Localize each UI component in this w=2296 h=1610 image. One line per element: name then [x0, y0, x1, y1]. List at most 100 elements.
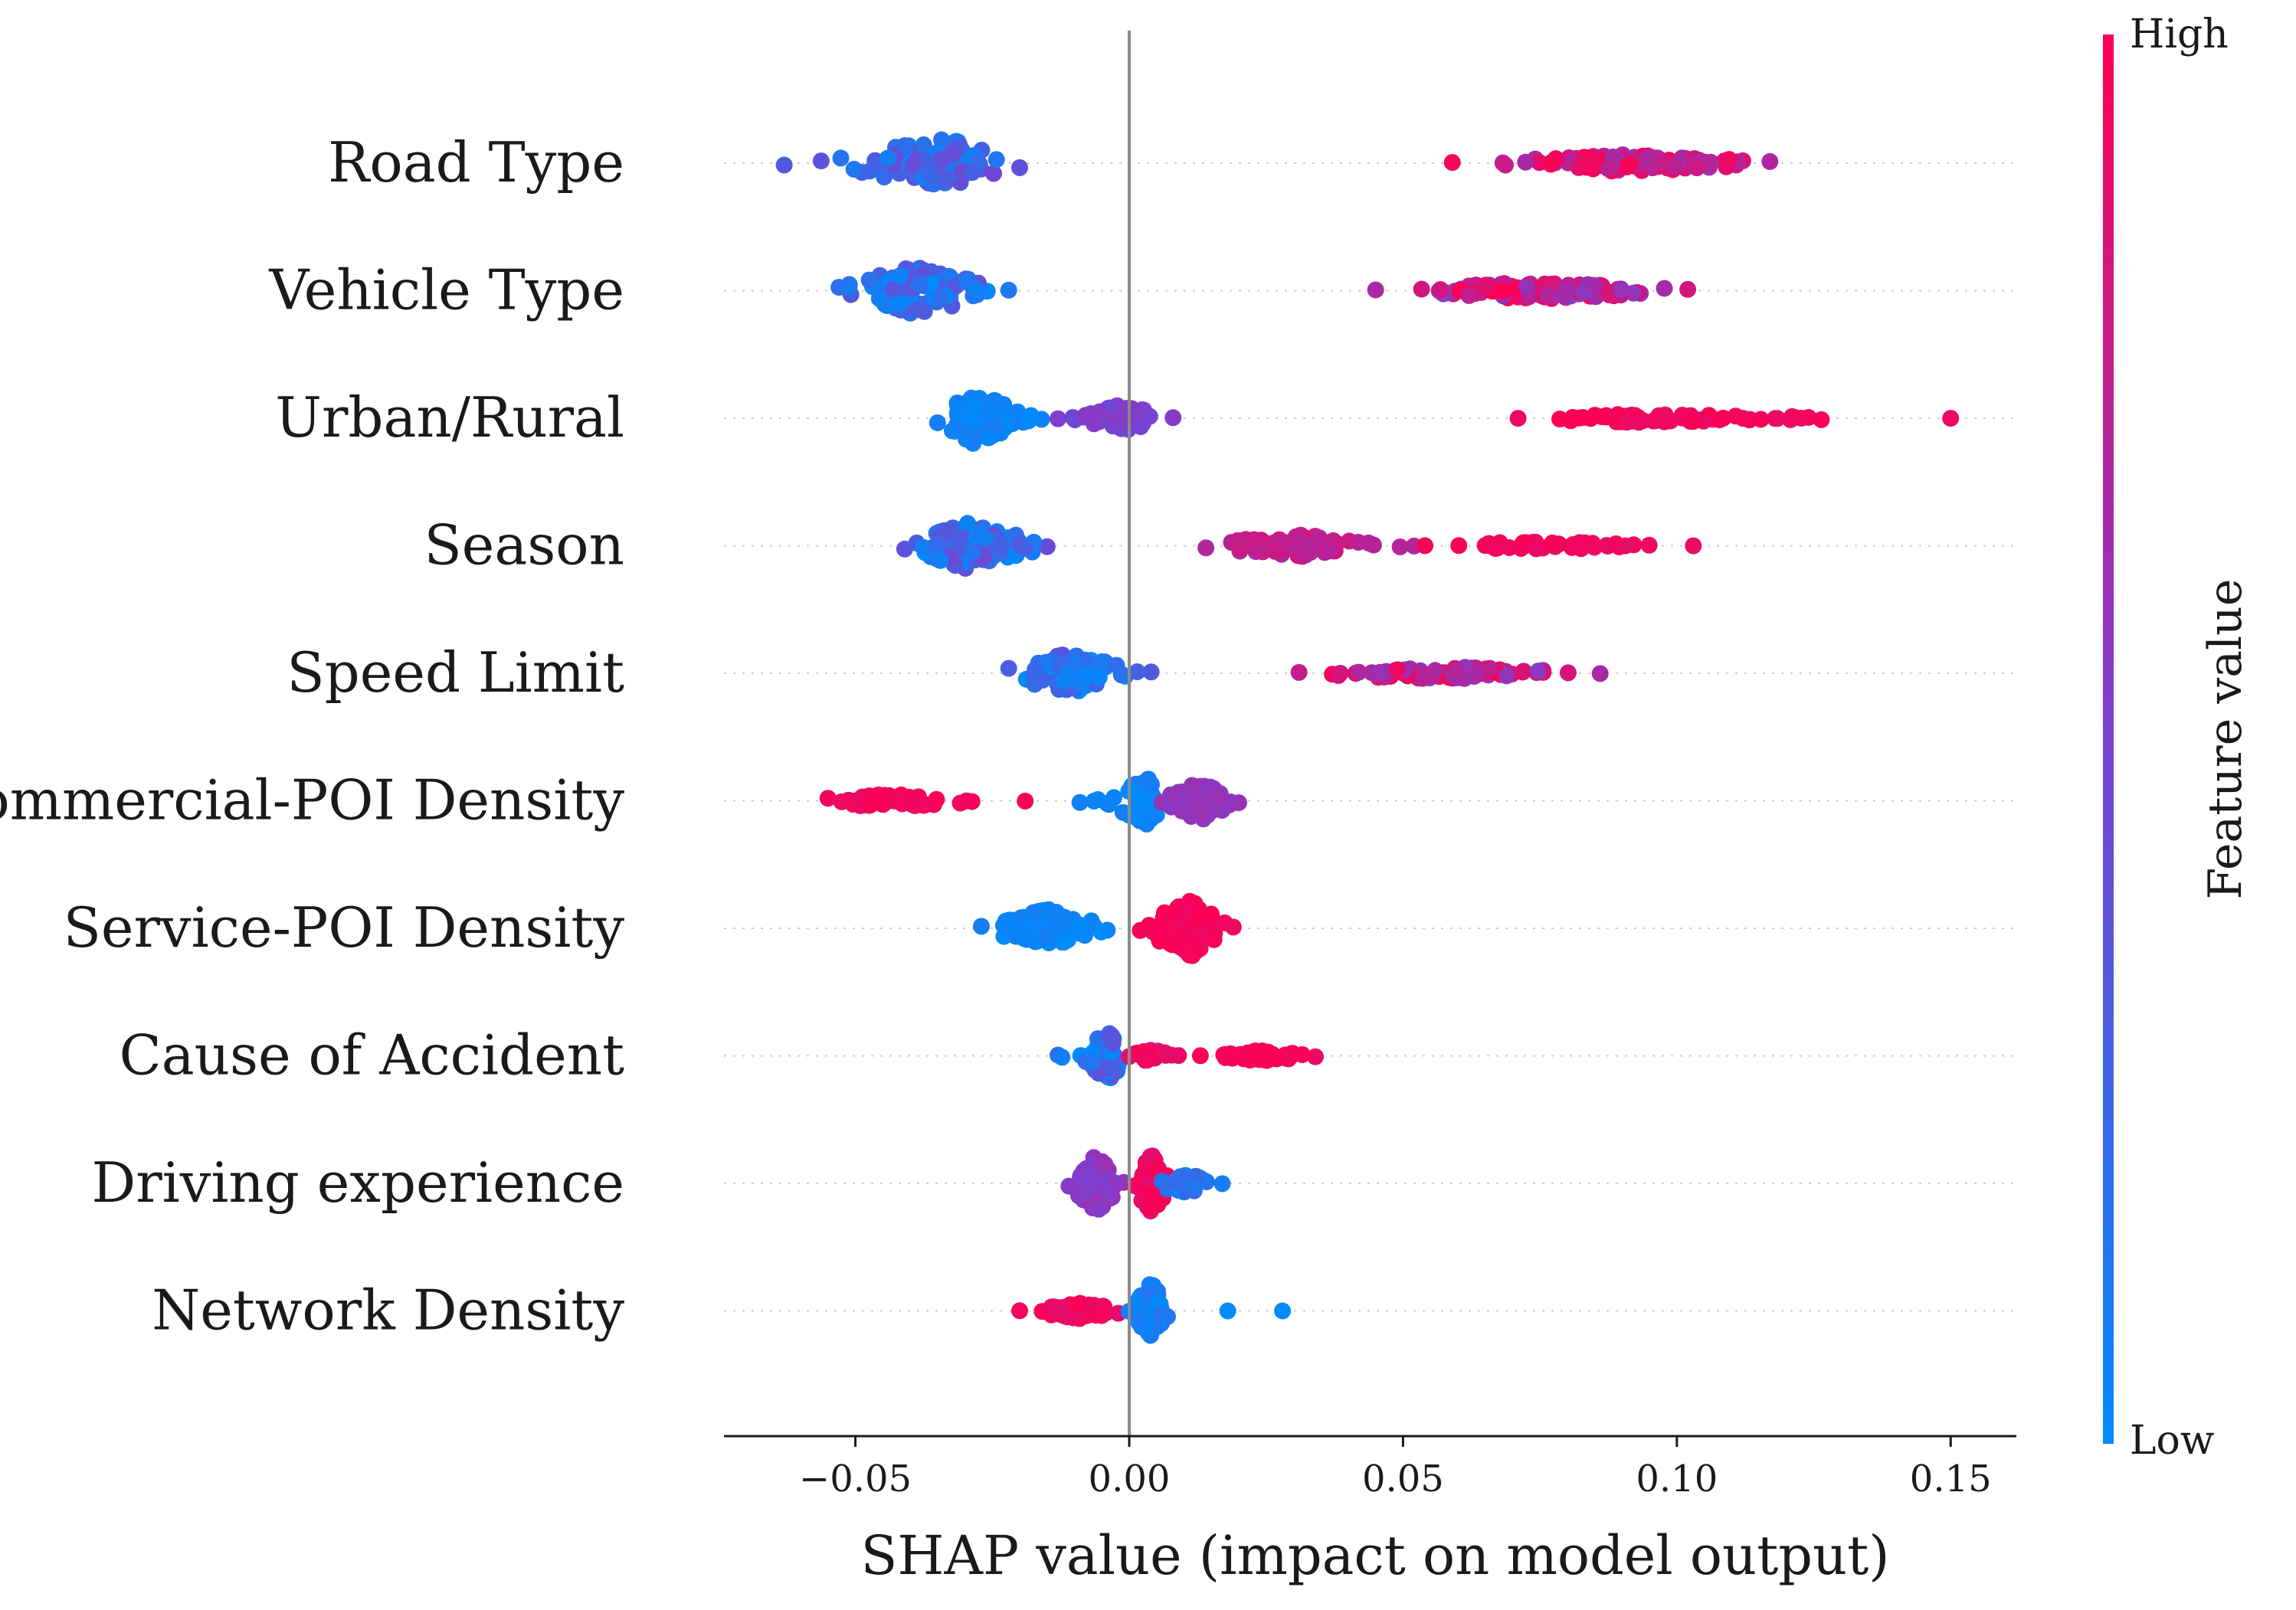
shap-point: [1149, 1196, 1167, 1213]
shap-point: [1530, 663, 1548, 680]
shap-point: [1544, 534, 1561, 551]
shap-point: [1460, 286, 1478, 304]
colorbar-gradient: [2103, 34, 2114, 1444]
shap-point: [1715, 409, 1732, 427]
shap-point: [1090, 669, 1108, 686]
shap-point: [1151, 1306, 1169, 1324]
shap-point: [1813, 411, 1830, 428]
shap-point: [1184, 1178, 1202, 1196]
shap-point: [893, 795, 911, 813]
shap-point: [1192, 908, 1210, 925]
shap-point: [1000, 281, 1017, 299]
shap-point: [1216, 914, 1233, 931]
shap-point: [1071, 794, 1089, 811]
shap-point: [1093, 1307, 1110, 1324]
shap-point: [1688, 159, 1705, 177]
shap-point: [1191, 805, 1208, 822]
shap-point: [1092, 923, 1110, 941]
shap-point: [1205, 931, 1223, 948]
feature-label: Vehicle Type: [268, 258, 624, 322]
shap-point: [1123, 783, 1141, 800]
feature-label: Season: [424, 513, 624, 578]
shap-point: [1077, 666, 1095, 684]
shap-point: [896, 137, 914, 155]
shap-point: [1450, 537, 1468, 555]
shap-point: [1163, 924, 1181, 942]
shap-point: [1038, 538, 1056, 555]
shap-point: [819, 790, 837, 807]
shap-point: [1942, 410, 1960, 427]
feature-label: Service-POI Density: [64, 895, 625, 960]
shap-point: [904, 157, 922, 175]
shap-point: [860, 271, 878, 289]
shap-point: [1094, 1171, 1112, 1189]
shap-point: [1156, 904, 1173, 921]
shap-point: [982, 403, 1000, 420]
shap-point: [1017, 929, 1035, 947]
shap-point: [1093, 1153, 1111, 1170]
shap-point: [1413, 280, 1430, 298]
shap-point: [1171, 1168, 1189, 1186]
shap-point: [1026, 904, 1043, 921]
feature-labels: Road Type Vehicle Type Urban/Rural Season Sp…: [0, 130, 624, 1343]
shap-point: [1630, 414, 1648, 431]
shap-point: [812, 152, 830, 170]
shap-point: [1020, 412, 1037, 430]
shap-point: [980, 429, 997, 447]
x-tick-label: 0.15: [1910, 1458, 1992, 1500]
shap-point: [1209, 790, 1227, 807]
feature-label: Urban/Rural: [275, 385, 624, 450]
shap-point: [1127, 809, 1145, 826]
x-ticks: −0.05 0.00 0.05 0.10 0.15: [799, 1436, 1992, 1500]
shap-point: [1487, 540, 1505, 558]
shap-point: [1164, 409, 1182, 427]
shap-point: [879, 149, 897, 167]
shap-point: [1059, 665, 1076, 682]
shap-point: [1443, 154, 1461, 172]
shap-point: [1108, 656, 1125, 674]
shap-point: [1133, 1192, 1151, 1209]
shap-point: [1559, 664, 1577, 682]
shap-point: [964, 543, 981, 561]
x-tick-label: 0.10: [1636, 1458, 1718, 1500]
shap-point: [1600, 160, 1617, 178]
shap-point: [1135, 1049, 1152, 1067]
shap-point: [1449, 666, 1467, 682]
x-tick-label: 0.05: [1362, 1458, 1444, 1500]
shap-point: [1656, 406, 1674, 424]
shap-point: [1616, 537, 1634, 555]
shap-point: [877, 791, 895, 809]
shap-point: [1325, 532, 1342, 549]
shap-point: [1656, 280, 1673, 297]
shap-point: [1468, 666, 1485, 683]
shap-point: [1350, 534, 1367, 551]
shap-point: [1141, 1148, 1159, 1165]
shap-point: [1214, 1175, 1231, 1193]
shap-point: [870, 290, 888, 307]
shap-point: [1727, 407, 1744, 425]
shap-point: [1123, 400, 1141, 417]
colorbar-title: Feature value: [2199, 579, 2252, 900]
shap-point: [1539, 286, 1557, 304]
shap-point: [1184, 777, 1200, 794]
shap-point: [1612, 280, 1629, 298]
shap-point: [1105, 789, 1122, 807]
shap-point: [1046, 1302, 1064, 1320]
shap-point: [1104, 1035, 1122, 1052]
shap-point: [1156, 1044, 1174, 1062]
shap-point: [1432, 281, 1449, 298]
colorbar-high-label: High: [2130, 11, 2229, 57]
shap-point: [1584, 277, 1602, 294]
shap-point: [977, 529, 994, 547]
shap-point: [1142, 663, 1160, 681]
shap-point: [937, 170, 955, 188]
x-axis-title: SHAP value (impact on model output): [860, 1524, 1889, 1587]
shap-point: [832, 149, 850, 167]
shap-point: [1143, 776, 1160, 794]
shap-point: [1578, 159, 1595, 176]
shap-point: [1219, 1302, 1236, 1320]
shap-point: [986, 416, 1004, 434]
shap-point: [1557, 283, 1574, 300]
shap-point: [885, 280, 902, 298]
shap-point: [1290, 530, 1308, 548]
